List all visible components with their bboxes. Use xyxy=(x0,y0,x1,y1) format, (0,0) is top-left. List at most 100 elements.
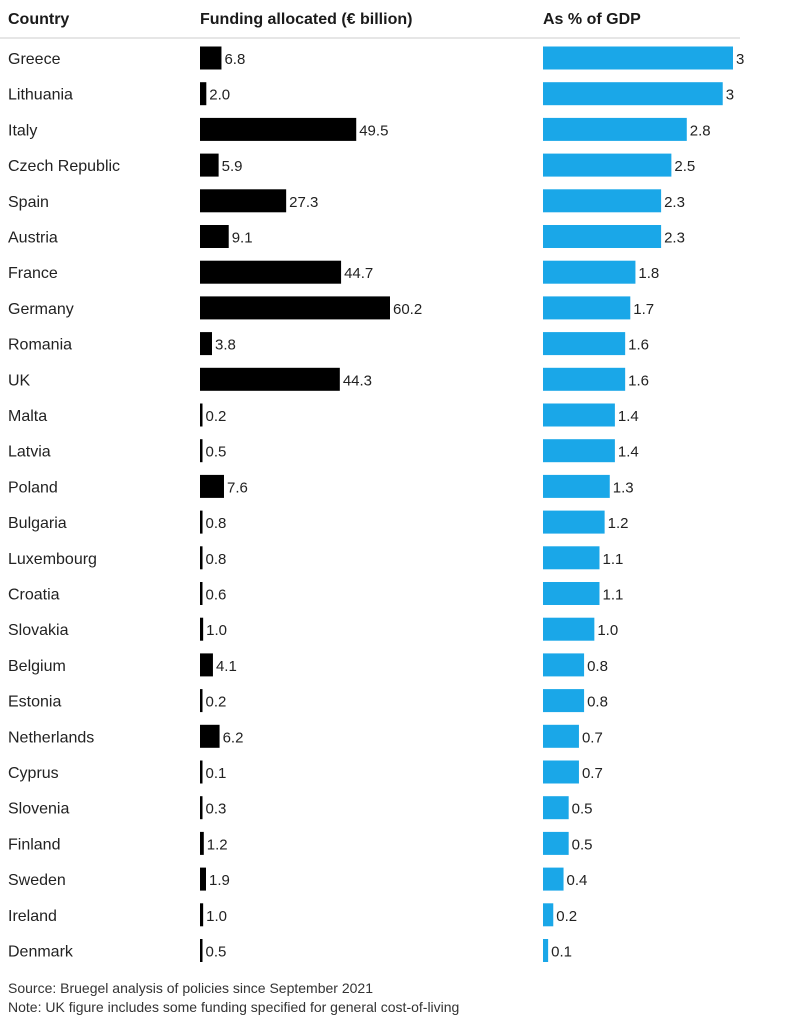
table-row: Croatia 0.6 1.1 xyxy=(8,582,623,605)
gdp-value-label: 1.3 xyxy=(613,479,634,496)
country-label: Slovakia xyxy=(8,622,69,639)
country-label: Sweden xyxy=(8,872,66,889)
funding-value-label: 3.8 xyxy=(215,337,236,354)
funding-bar xyxy=(200,724,220,748)
gdp-value-label: 2.5 xyxy=(674,158,695,175)
table-row: Italy 49.5 2.8 xyxy=(8,117,711,141)
gdp-value-label: 1.1 xyxy=(602,587,623,604)
country-label: Malta xyxy=(8,408,47,425)
gdp-bar xyxy=(543,225,662,248)
gdp-bar xyxy=(543,296,631,320)
funding-value-label: 0.2 xyxy=(206,694,227,711)
table-row: Germany 60.2 1.7 xyxy=(8,296,654,320)
gdp-bar xyxy=(543,510,605,534)
gdp-bar xyxy=(543,724,579,748)
gdp-value-label: 0.8 xyxy=(587,658,608,675)
funding-bar xyxy=(200,582,203,605)
table-row: Slovakia 1.0 1.0 xyxy=(8,617,618,641)
gdp-value-label: 1.0 xyxy=(597,622,618,639)
funding-value-label: 6.8 xyxy=(224,51,245,68)
funding-bar xyxy=(200,617,204,641)
funding-bar xyxy=(200,332,212,356)
country-label: Croatia xyxy=(8,587,60,604)
funding-value-label: 1.0 xyxy=(206,908,227,925)
funding-bar xyxy=(200,831,204,855)
funding-bar xyxy=(200,903,204,927)
table-row: Slovenia 0.3 0.5 xyxy=(8,796,593,820)
country-label: Lithuania xyxy=(8,87,73,104)
gdp-value-label: 2.3 xyxy=(664,194,685,211)
chart-rows: Greece 6.8 3 Lithuania 2.0 3 Italy 49.5 2.8 Czech… xyxy=(8,46,744,962)
gdp-value-label: 0.1 xyxy=(551,944,572,961)
funding-value-label: 1.0 xyxy=(206,622,227,639)
funding-value-label: 6.2 xyxy=(223,729,244,746)
country-label: Luxembourg xyxy=(8,551,97,568)
table-row: Cyprus 0.1 0.7 xyxy=(8,760,603,784)
gdp-bar xyxy=(543,260,636,284)
table-row: Netherlands 6.2 0.7 xyxy=(8,724,603,748)
funding-value-label: 0.1 xyxy=(206,765,227,782)
funding-value-label: 49.5 xyxy=(359,122,388,139)
funding-bar xyxy=(200,46,222,70)
funding-value-label: 9.1 xyxy=(232,230,253,247)
footer-source: Source: Bruegel analysis of policies sin… xyxy=(8,980,373,996)
gdp-value-label: 2.3 xyxy=(664,230,685,247)
gdp-bar xyxy=(543,760,579,784)
table-row: Austria 9.1 2.3 xyxy=(8,225,685,248)
gdp-bar xyxy=(543,617,595,641)
gdp-bar xyxy=(543,46,733,70)
funding-value-label: 0.2 xyxy=(206,408,227,425)
country-label: Germany xyxy=(8,301,74,318)
funding-bar xyxy=(200,760,203,784)
country-label: Greece xyxy=(8,51,61,68)
table-row: France 44.7 1.8 xyxy=(8,260,659,284)
gdp-bar xyxy=(543,153,672,177)
funding-value-label: 0.5 xyxy=(206,444,227,461)
funding-value-label: 0.8 xyxy=(206,515,227,532)
table-row: Spain 27.3 2.3 xyxy=(8,189,685,213)
table-row: Romania 3.8 1.6 xyxy=(8,332,649,356)
gdp-bar xyxy=(543,796,569,820)
gdp-value-label: 2.8 xyxy=(690,122,711,139)
funding-bar xyxy=(200,796,203,820)
funding-bar xyxy=(200,653,213,677)
gdp-value-label: 1.7 xyxy=(633,301,654,318)
gdp-bar xyxy=(543,117,687,141)
funding-bar xyxy=(200,689,203,713)
funding-value-label: 4.1 xyxy=(216,658,237,675)
funding-bar xyxy=(200,153,219,177)
country-label: Slovenia xyxy=(8,801,69,818)
funding-bar xyxy=(200,296,390,320)
funding-bar xyxy=(200,367,340,391)
funding-value-label: 44.7 xyxy=(344,265,373,282)
country-label: Estonia xyxy=(8,694,61,711)
gdp-bar xyxy=(543,831,569,855)
gdp-value-label: 0.4 xyxy=(567,872,588,889)
gdp-value-label: 1.4 xyxy=(618,408,639,425)
table-row: Ireland 1.0 0.2 xyxy=(8,903,577,927)
header-country: Country xyxy=(8,11,69,28)
country-label: Denmark xyxy=(8,944,74,961)
funding-value-label: 0.8 xyxy=(206,551,227,568)
funding-bar xyxy=(200,439,203,463)
gdp-bar xyxy=(543,82,723,106)
country-label: France xyxy=(8,265,58,282)
table-row: Greece 6.8 3 xyxy=(8,46,744,70)
funding-bar xyxy=(200,117,357,141)
funding-value-label: 2.0 xyxy=(209,87,230,104)
gdp-bar xyxy=(543,903,554,927)
country-label: Latvia xyxy=(8,444,51,461)
funding-bar xyxy=(200,403,203,427)
country-label: Belgium xyxy=(8,658,66,675)
gdp-value-label: 0.7 xyxy=(582,729,603,746)
gdp-bar xyxy=(543,403,615,427)
country-label: Ireland xyxy=(8,908,57,925)
gdp-value-label: 0.8 xyxy=(587,694,608,711)
table-row: Czech Republic 5.9 2.5 xyxy=(8,153,695,177)
gdp-bar xyxy=(543,474,610,498)
country-label: Italy xyxy=(8,122,37,139)
gdp-bar xyxy=(543,867,564,891)
footer-note: Note: UK figure includes some funding sp… xyxy=(8,999,460,1015)
country-label: Netherlands xyxy=(8,729,94,746)
funding-bar xyxy=(200,225,229,248)
